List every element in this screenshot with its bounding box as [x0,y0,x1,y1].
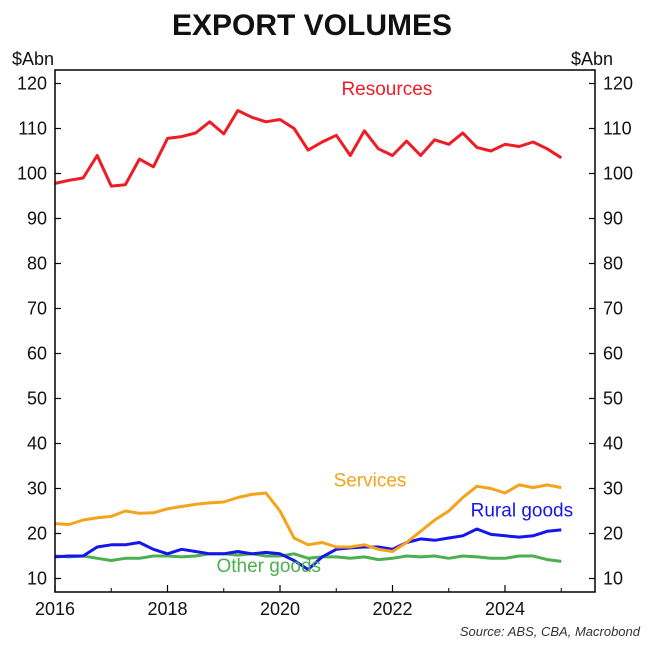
y-tick-label-right: 30 [603,479,623,499]
y-tick-label-right: 80 [603,254,623,274]
series-line-rural-goods [54,527,562,571]
y-tick-label-left: 30 [27,479,47,499]
y-axis-right: 10 20 30 40 50 60 70 80 90 100 110 120 [589,74,633,589]
chart-title: EXPORT VOLUMES [172,9,452,42]
series-label-rural-goods: Rural goods [471,500,573,521]
x-axis: 2016 2018 2020 2022 2024 [35,585,562,619]
y-tick-label-left: 90 [27,209,47,229]
y-tick-label-left: 120 [17,74,47,94]
y-tick-label-right: 60 [603,344,623,364]
y-tick-label-right: 70 [603,299,623,319]
y-tick-label-right: 100 [603,164,633,184]
series-label-other-goods: Other goods [216,556,321,577]
series-lines [54,109,563,571]
x-tick-label: 2016 [35,599,75,619]
y-tick-label-right: 20 [603,524,623,544]
y-tick-label-left: 110 [18,119,47,139]
y-tick-label-left: 50 [27,389,47,409]
y-tick-label-right: 110 [603,119,632,139]
source-note: Source: ABS, CBA, Macrobond [460,624,641,639]
y-tick-label-left: 100 [17,164,47,184]
y-tick-label-left: 40 [27,434,47,454]
y-tick-label-right: 50 [603,389,623,409]
series-label-services: Services [334,470,407,491]
series-line-services [54,483,562,553]
x-tick-label: 2024 [485,599,525,619]
y-tick-label-right: 90 [603,209,623,229]
y-unit-left: $Abn [12,49,54,69]
y-tick-label-right: 40 [603,434,623,454]
x-tick-label: 2018 [147,599,187,619]
y-tick-label-right: 120 [603,74,633,94]
y-axis-left: 10 20 30 40 50 60 70 80 90 100 110 120 [17,74,61,589]
series-labels: Resources Services Rural goods Other goods [216,79,573,577]
plot-frame [54,69,596,593]
x-tick-label: 2020 [260,599,300,619]
series-line-resources [54,109,563,188]
y-tick-label-right: 10 [603,569,623,589]
series-line-other-goods [54,552,562,563]
y-unit-right: $Abn [571,49,613,69]
x-tick-label: 2022 [372,599,412,619]
series-label-resources: Resources [341,79,432,100]
y-tick-label-left: 10 [27,569,47,589]
y-tick-label-left: 70 [27,299,47,319]
y-tick-label-left: 20 [27,524,47,544]
y-tick-label-left: 80 [27,254,47,274]
y-tick-label-left: 60 [27,344,47,364]
